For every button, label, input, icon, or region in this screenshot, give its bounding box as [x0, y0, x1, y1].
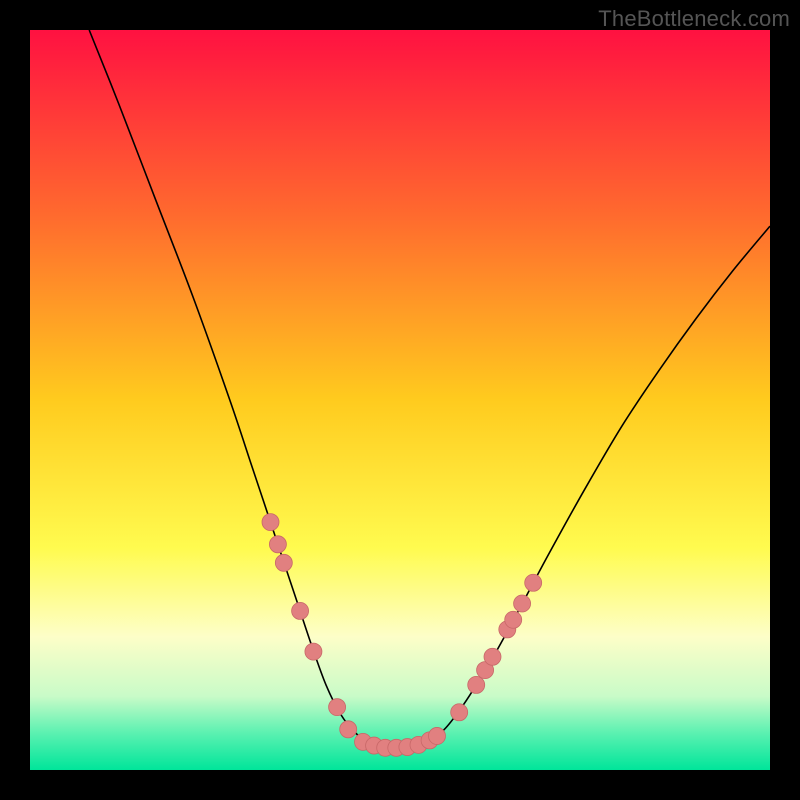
- chart-marker: [429, 727, 446, 744]
- chart-marker: [451, 704, 468, 721]
- chart-marker: [275, 554, 292, 571]
- bottleneck-chart: [0, 0, 800, 800]
- chart-marker: [468, 676, 485, 693]
- chart-marker: [292, 602, 309, 619]
- chart-marker: [505, 611, 522, 628]
- chart-marker: [305, 643, 322, 660]
- chart-marker: [514, 595, 531, 612]
- chart-marker: [484, 648, 501, 665]
- chart-plot-background: [30, 30, 770, 770]
- chart-marker: [262, 514, 279, 531]
- chart-marker: [329, 699, 346, 716]
- chart-marker: [269, 536, 286, 553]
- chart-marker: [525, 574, 542, 591]
- watermark-text: TheBottleneck.com: [598, 6, 790, 32]
- chart-marker: [340, 721, 357, 738]
- chart-container: TheBottleneck.com: [0, 0, 800, 800]
